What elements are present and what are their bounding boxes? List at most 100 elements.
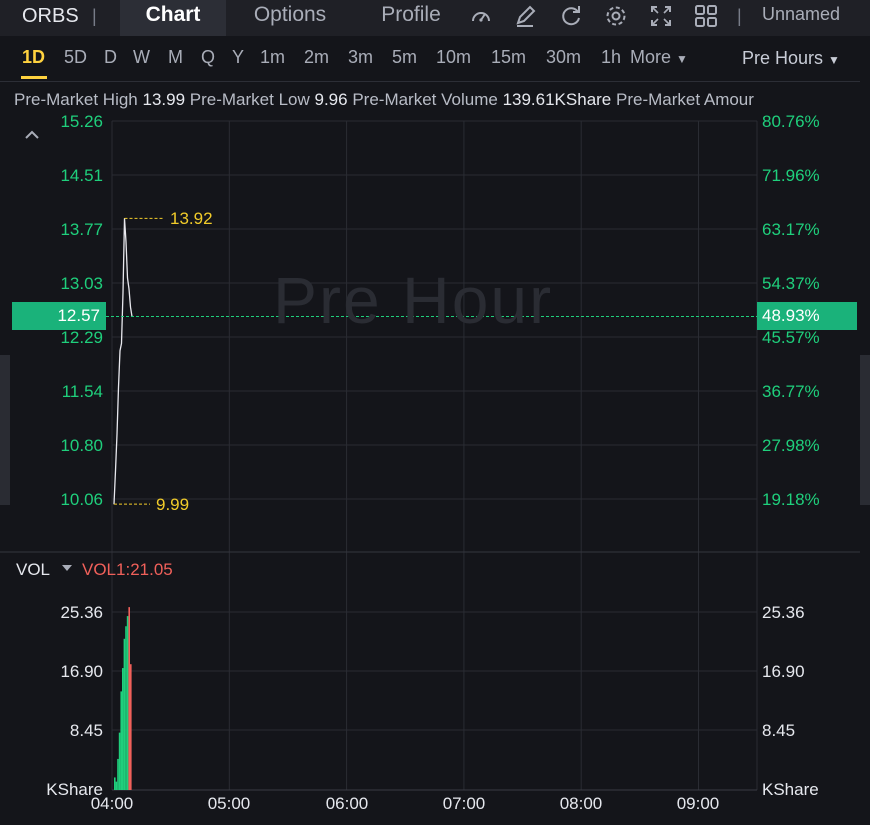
period-5d[interactable]: 5D <box>64 47 88 67</box>
time-tick: 04:00 <box>90 794 134 813</box>
period-selector: 1D 5D D W M Q Y 1m 2m 3m 5m 10m 15m 30m … <box>0 36 870 80</box>
pre-market-low-value: 9.96 <box>314 90 348 109</box>
period-1m[interactable]: 1m <box>260 47 286 67</box>
session-dropdown[interactable]: Pre Hours ▼ <box>742 48 840 69</box>
volume-bars <box>114 607 132 790</box>
volume-tick-left: 16.90 <box>60 662 103 681</box>
time-tick: 06:00 <box>325 794 369 813</box>
price-line <box>113 218 133 505</box>
price-point <box>118 386 119 388</box>
price-tick-left: 13.03 <box>60 274 103 293</box>
tab-options[interactable]: Options <box>253 3 327 26</box>
pre-market-volume-label: Pre-Market Volume <box>352 90 498 109</box>
volume-bar <box>118 732 121 790</box>
current-price-badge: 12.57 <box>12 302 106 330</box>
price-point <box>127 277 128 279</box>
price-tick-left: 14.51 <box>60 166 103 185</box>
gear-icon[interactable] <box>603 3 629 29</box>
time-tick: 05:00 <box>207 794 251 813</box>
price-tick-left: 12.29 <box>60 328 103 347</box>
caret-down-icon: ▼ <box>828 53 840 67</box>
volume-unit-right: KShare <box>762 780 819 799</box>
period-y[interactable]: Y <box>232 47 245 67</box>
change-tick-right: 63.17% <box>762 220 820 239</box>
volume-bar <box>115 781 118 790</box>
left-scroll-handle[interactable] <box>0 355 10 505</box>
pre-market-volume-value: 139.61KShare <box>502 90 612 109</box>
period-15m[interactable]: 15m <box>491 47 527 67</box>
period-m[interactable]: M <box>168 47 183 67</box>
period-w[interactable]: W <box>133 47 150 67</box>
collapse-icon[interactable] <box>24 128 40 140</box>
time-tick: 08:00 <box>559 794 603 813</box>
low-annotation: 9.99 <box>156 495 190 514</box>
price-point <box>121 343 122 344</box>
ticker-separator: | <box>92 6 97 26</box>
price-point <box>128 288 130 290</box>
volume-bar <box>126 616 129 790</box>
period-1d[interactable]: 1D <box>22 47 46 67</box>
volume-bar <box>123 638 126 790</box>
pre-market-high-value: 13.99 <box>142 90 186 109</box>
period-d[interactable]: D <box>104 47 117 67</box>
period-3m[interactable]: 3m <box>348 47 374 67</box>
volume-tick-left: 8.45 <box>69 721 103 740</box>
volume-bar <box>130 664 132 790</box>
tab-profile[interactable]: Profile <box>381 3 441 26</box>
time-tick: 07:00 <box>442 794 486 813</box>
period-1h[interactable]: 1h <box>601 47 622 67</box>
fullscreen-icon[interactable] <box>648 3 674 29</box>
change-tick-right: 36.77% <box>762 382 820 401</box>
refresh-icon[interactable] <box>558 3 584 29</box>
volume-bar <box>114 777 116 790</box>
gauge-icon[interactable] <box>468 3 494 29</box>
period-30m[interactable]: 30m <box>546 47 582 67</box>
change-tick-right: 71.96% <box>762 166 820 185</box>
ticker-symbol[interactable]: ORBS <box>22 5 79 27</box>
volume-bar <box>117 758 119 790</box>
price-tick-left: 13.77 <box>60 220 103 239</box>
price-point <box>116 433 118 435</box>
period-10m[interactable]: 10m <box>436 47 472 67</box>
period-divider <box>0 81 860 82</box>
period-5m[interactable]: 5m <box>392 47 418 67</box>
more-periods-button[interactable]: More ▼ <box>630 47 688 68</box>
volume-bar <box>120 691 122 790</box>
chart-grid <box>0 120 860 791</box>
pencil-icon[interactable] <box>512 3 538 29</box>
current-change-badge: 48.93% <box>757 302 857 330</box>
right-scroll-handle[interactable] <box>860 355 870 505</box>
period-q[interactable]: Q <box>201 47 216 67</box>
pre-market-high-label: Pre-Market High <box>14 90 138 109</box>
caret-down-icon: ▼ <box>676 52 688 66</box>
price-tick-left: 15.26 <box>60 112 103 131</box>
volume-title[interactable]: VOL <box>16 560 51 579</box>
volume-tick-left: 25.36 <box>60 603 103 622</box>
change-tick-right: 19.18% <box>762 490 820 509</box>
workspace-name[interactable]: Unnamed <box>762 4 841 24</box>
volume-indicator-value: VOL1:21.05 <box>82 560 173 579</box>
volume-dropdown-icon[interactable] <box>62 565 72 571</box>
pre-market-stats: Pre-Market High 13.99 Pre-Market Low 9.9… <box>14 90 870 110</box>
volume-tick-right: 8.45 <box>762 721 796 740</box>
layout-grid-icon[interactable] <box>693 3 719 29</box>
price-tick-left: 10.06 <box>60 490 103 509</box>
price-point <box>119 350 121 352</box>
price-chart <box>106 217 757 505</box>
change-tick-right: 45.57% <box>762 328 820 347</box>
price-tick-left: 10.80 <box>60 436 103 455</box>
volume-tick-right: 25.36 <box>762 603 805 622</box>
workspace-separator: | <box>737 6 742 26</box>
tab-chart[interactable]: Chart <box>120 0 226 36</box>
period-2m[interactable]: 2m <box>304 47 330 67</box>
price-point <box>122 292 124 293</box>
pre-market-amount-label: Pre-Market Amour <box>616 90 754 109</box>
high-annotation: 13.92 <box>170 209 213 228</box>
change-tick-right: 27.98% <box>762 436 820 455</box>
price-point <box>130 306 131 308</box>
session-label: Pre Hours <box>742 48 824 68</box>
watermark: Pre Hour <box>273 263 554 337</box>
price-tick-left: 11.54 <box>61 382 103 401</box>
volume-bar <box>128 607 130 790</box>
